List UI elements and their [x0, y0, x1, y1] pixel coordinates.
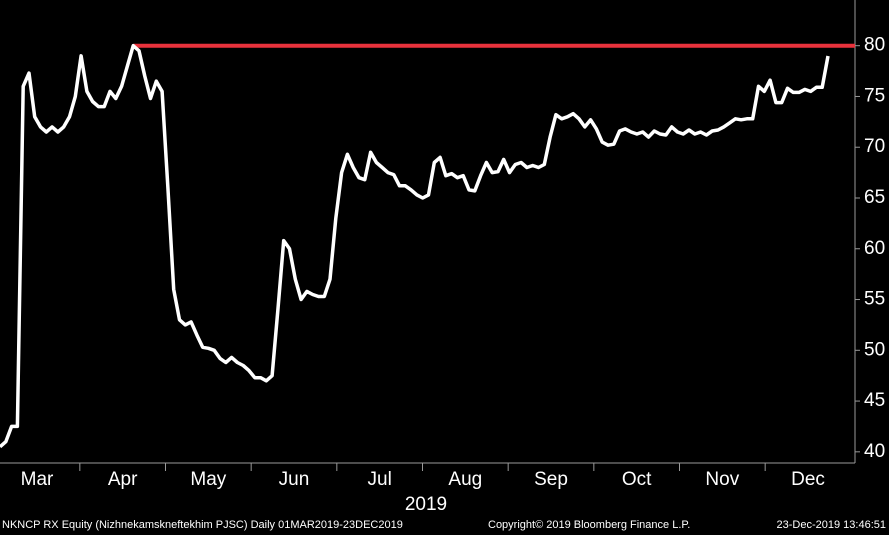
- x-tick-label: Jun: [279, 469, 310, 490]
- x-tick-label: Jul: [368, 469, 392, 490]
- footer-copyright: Copyright© 2019 Bloomberg Finance L.P.: [488, 519, 690, 531]
- footer-security: NKNCP RX Equity (Nizhnekamskneftekhim PJ…: [2, 519, 403, 531]
- x-tick-label: Aug: [448, 469, 482, 490]
- x-tick-label: May: [190, 469, 226, 490]
- y-tick-label: 40: [864, 441, 885, 462]
- x-tick-label: Oct: [622, 469, 652, 490]
- x-tick-label: Sep: [534, 469, 568, 490]
- footer-timestamp: 23-Dec-2019 13:46:51: [777, 519, 886, 531]
- x-tick-label: Nov: [705, 469, 739, 490]
- y-tick-label: 75: [864, 85, 885, 106]
- x-tick-label: Mar: [21, 469, 54, 490]
- y-tick-label: 65: [864, 187, 885, 208]
- y-tick-label: 45: [864, 390, 885, 411]
- y-tick-label: 80: [864, 35, 885, 56]
- price-line: [0, 43, 830, 449]
- x-tick-label: Apr: [108, 469, 138, 490]
- y-tick-label: 55: [864, 289, 885, 310]
- year-label: 2019: [405, 494, 447, 515]
- x-tick-label: Dec: [791, 469, 825, 490]
- y-tick-label: 50: [864, 339, 885, 360]
- y-tick-label: 70: [864, 136, 885, 157]
- y-tick-label: 60: [864, 238, 885, 259]
